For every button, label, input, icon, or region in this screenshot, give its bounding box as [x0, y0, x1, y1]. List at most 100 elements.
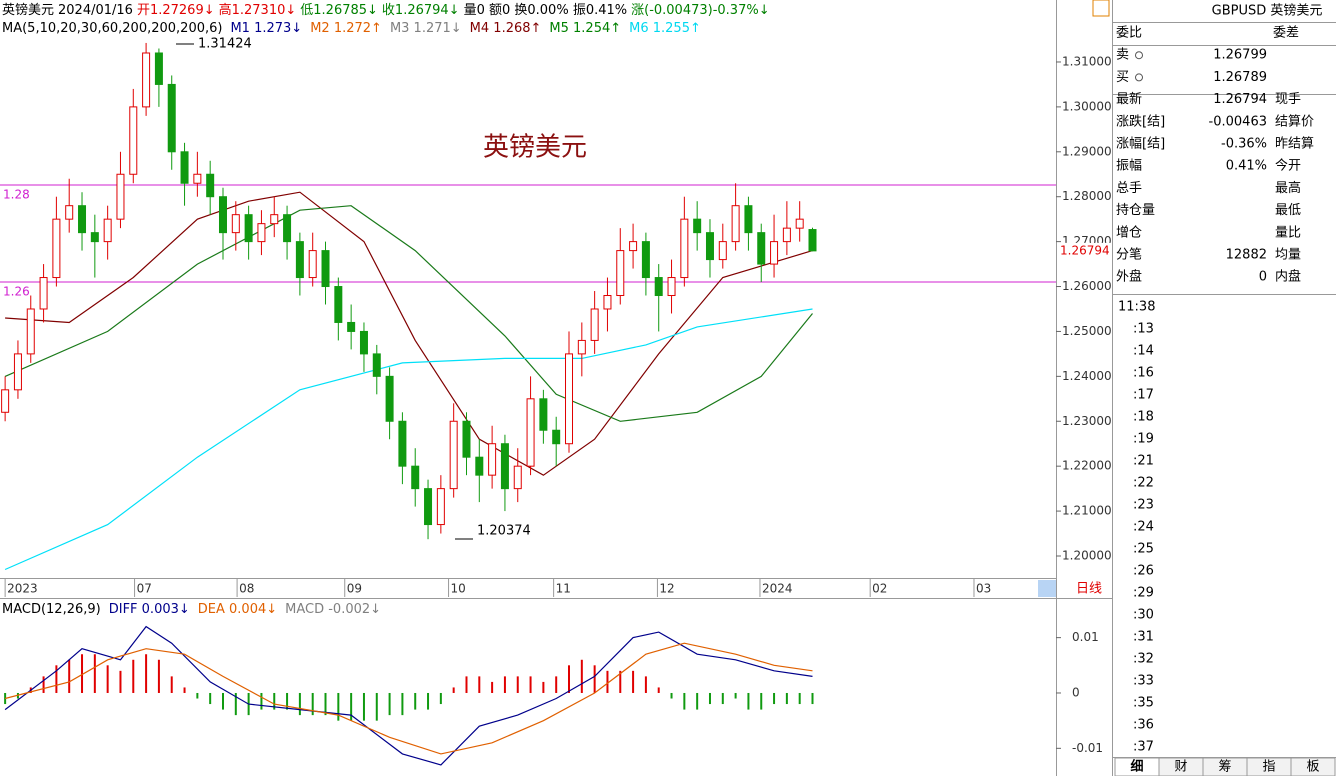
macd-line — [4, 625, 813, 766]
candle-body — [167, 83, 176, 153]
candle-body — [334, 286, 343, 323]
quote-label: 委差 — [1273, 26, 1299, 41]
quote-value: 1.26799 — [1213, 48, 1267, 63]
x-tick-label: 12 — [659, 582, 674, 596]
macd-y-tick-label: -0.01 — [1072, 741, 1103, 755]
tick-time: :17 — [1133, 388, 1154, 403]
macd-legend: MACD(12,26,9) DIFF 0.003↓ DEA 0.004↓ MACD -… — [2, 602, 381, 617]
x-tick-label: 2023 — [7, 582, 38, 596]
quote-label: 涨幅[结] — [1116, 137, 1165, 152]
quote-header-item: 开1.27269↓ — [137, 3, 215, 18]
candle-body — [475, 456, 484, 476]
y-tick-label: 1.23000 — [1062, 414, 1112, 428]
tick-time: :23 — [1133, 498, 1154, 513]
tick-time: :19 — [1133, 432, 1154, 447]
quote-label: 昨结算 — [1275, 137, 1314, 152]
period-button[interactable]: 日线 — [1076, 582, 1102, 597]
y-tick-label: 1.30000 — [1062, 99, 1112, 113]
y-tick-label: 1.29000 — [1062, 144, 1112, 158]
candle-body — [526, 398, 535, 467]
candle-body — [359, 330, 368, 355]
tab-label[interactable]: 指 — [1262, 760, 1275, 775]
candle-body — [667, 277, 676, 297]
scroll-button[interactable] — [1038, 580, 1056, 597]
last-price-tag — [1057, 242, 1112, 259]
candle-body — [488, 443, 497, 476]
y-tick-label: 1.21000 — [1062, 504, 1112, 518]
info-icon — [1135, 51, 1143, 60]
quote-header-item: 收1.26794↓ — [382, 3, 460, 18]
candle-body — [539, 398, 548, 431]
candle-body — [78, 205, 87, 234]
candle-body — [231, 214, 240, 234]
candle-body — [13, 353, 22, 391]
candle-body — [398, 420, 407, 467]
candle-body — [385, 375, 394, 422]
candle-body — [1, 389, 10, 413]
quote-header-item: 量0 额0 换0.00% 振0.41% — [464, 3, 628, 18]
price-line-label: 1.26 — [3, 285, 30, 299]
panel-icon[interactable] — [1092, 0, 1110, 17]
x-tick-label: 02 — [872, 582, 887, 596]
tab[interactable] — [1290, 757, 1336, 776]
quote-label: 振幅 — [1116, 159, 1142, 174]
tick-time: :16 — [1133, 366, 1154, 381]
chart-watermark: 英镑美元 — [483, 133, 587, 163]
macd-legend-item: DIFF 0.003↓ — [109, 602, 190, 617]
tab-label[interactable]: 细 — [1130, 759, 1143, 775]
tab-label[interactable]: 财 — [1174, 760, 1187, 775]
macd-legend-item: MACD(12,26,9) — [2, 602, 101, 617]
candle-body — [424, 488, 433, 526]
tick-time: :18 — [1133, 410, 1154, 425]
quote-label: 总手 — [1116, 181, 1142, 196]
candle-body — [180, 151, 189, 184]
candle-body — [218, 196, 227, 234]
tick-time: :22 — [1133, 476, 1154, 491]
candle-body — [641, 241, 650, 279]
tick-time: :30 — [1133, 608, 1154, 623]
quote-value: -0.00463 — [1209, 114, 1267, 129]
quote-header-item: 高1.27310↓ — [219, 2, 297, 18]
ma-legend-item: M3 1.271↓ — [390, 21, 462, 36]
quote-label: 外盘 — [1116, 269, 1142, 285]
tick-time: :26 — [1133, 564, 1154, 579]
x-tick-label: 2024 — [762, 582, 793, 596]
quote-label: 涨跌[结] — [1116, 113, 1165, 129]
candle-body — [154, 52, 163, 85]
macd-line — [4, 642, 813, 755]
x-tick-label: 11 — [556, 582, 571, 596]
ma-line — [4, 308, 813, 571]
x-tick-label: 03 — [976, 582, 991, 596]
candle-body — [718, 241, 727, 261]
macd-legend-item: MACD -0.002↓ — [285, 602, 381, 617]
quote-label: 结算价 — [1275, 114, 1314, 129]
tick-time: :35 — [1133, 696, 1154, 711]
quote-label: 最新 — [1116, 91, 1142, 107]
quote-label: 买 — [1116, 70, 1129, 85]
candle-body — [52, 218, 61, 279]
quote-value: 1.26794 — [1213, 92, 1267, 107]
quote-label: 持仓量 — [1116, 203, 1155, 218]
quote-label: 委比 — [1116, 26, 1142, 41]
candle-body — [436, 488, 445, 526]
tab-label[interactable]: 筹 — [1218, 759, 1231, 775]
x-tick-label: 07 — [137, 582, 152, 596]
candle-body — [513, 465, 522, 490]
tick-time: 11:38 — [1118, 300, 1155, 315]
ma-legend-item: M2 1.272↑ — [310, 21, 382, 36]
y-tick-label: 1.25000 — [1062, 324, 1112, 338]
candle-body — [270, 214, 279, 225]
quote-header: 英镑美元 2024/01/16 开1.27269↓ 高1.27310↓ 低1.26785… — [2, 2, 770, 18]
price-line-label: 1.28 — [3, 188, 30, 202]
ma-legend: MA(5,10,20,30,60,200,200,200,6) M1 1.273↓… — [2, 21, 701, 36]
tab-label[interactable]: 板 — [1306, 760, 1319, 775]
tick-time: :37 — [1133, 740, 1154, 755]
quote-header-item: 低1.26785↓ — [300, 3, 378, 18]
quote-label: 量比 — [1275, 225, 1301, 240]
candle-body — [65, 205, 74, 220]
y-tick-label: 1.31000 — [1062, 54, 1112, 68]
candle-body — [372, 353, 381, 377]
candle-body — [577, 339, 586, 355]
